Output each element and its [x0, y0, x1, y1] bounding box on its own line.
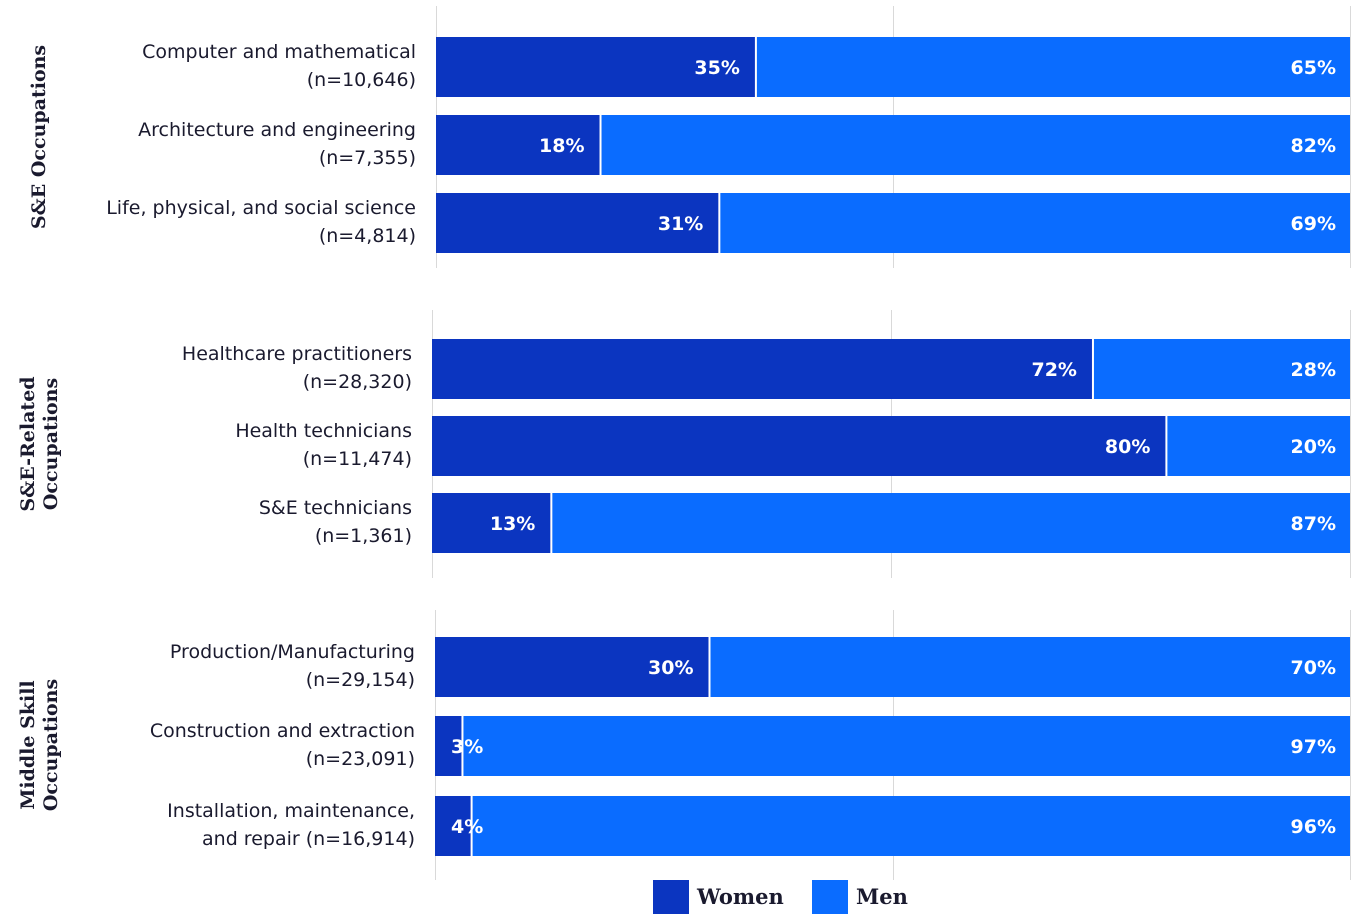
- category-label-line: (n=11,474): [303, 448, 412, 470]
- category-label-line: (n=7,355): [319, 147, 416, 169]
- category-row: Production/Manufacturing (n=29,154) 30% 70%: [170, 637, 1350, 697]
- category-label: Computer and mathematical (n=10,646): [142, 41, 416, 91]
- bar-women: [436, 193, 720, 253]
- value-label-men: 87%: [1291, 513, 1336, 535]
- group-label-line: S&E-Related: [17, 376, 39, 511]
- value-label-men: 82%: [1291, 135, 1336, 157]
- legend-item-women: Women: [653, 880, 784, 914]
- value-label-women: 31%: [658, 213, 703, 235]
- category-label-line: Construction and extraction: [150, 720, 415, 742]
- category-label: Construction and extraction (n=23,091): [150, 720, 415, 770]
- value-label-men: 97%: [1291, 736, 1336, 758]
- panel-1: S&E Occupations Computer and mathematical…: [28, 6, 1351, 268]
- category-label: Life, physical, and social science (n=4,8…: [106, 197, 416, 247]
- bar-men: [1166, 416, 1350, 476]
- group-label: S&E-RelatedOccupations: [17, 376, 62, 511]
- category-label: Installation, maintenance, and repair (n=…: [167, 800, 415, 850]
- legend-label-men: Men: [856, 884, 908, 909]
- category-label: Architecture and engineering (n=7,355): [138, 119, 416, 169]
- bar-men: [462, 716, 1350, 776]
- group-label-line: Occupations: [40, 679, 62, 811]
- bar-women: [432, 416, 1167, 476]
- category-row: Life, physical, and social science (n=4,8…: [106, 193, 1350, 253]
- bar-men: [1092, 339, 1350, 399]
- value-label-men: 69%: [1291, 213, 1336, 235]
- bar-women: [435, 716, 463, 776]
- category-row: Construction and extraction (n=23,091) 3% 9…: [150, 716, 1350, 776]
- category-label-line: Installation, maintenance,: [167, 800, 415, 822]
- legend-swatch-men: [812, 880, 848, 914]
- value-label-women: 72%: [1031, 359, 1076, 381]
- bar-women: [432, 493, 552, 553]
- category-label-line: Production/Manufacturing: [170, 641, 415, 663]
- category-label-line: (n=1,361): [315, 525, 412, 547]
- bar-women: [436, 115, 601, 175]
- group-label: S&E Occupations: [28, 45, 50, 229]
- group-label-line: Middle Skill: [17, 680, 39, 809]
- category-row: Health technicians (n=11,474) 80% 20%: [235, 416, 1350, 476]
- value-label-men: 96%: [1291, 816, 1336, 838]
- category-label-line: Life, physical, and social science: [106, 197, 416, 219]
- value-label-men: 70%: [1291, 657, 1336, 679]
- category-row: S&E technicians (n=1,361) 13% 87%: [259, 493, 1350, 553]
- category-label-line: (n=28,320): [303, 371, 412, 393]
- value-label-women: 30%: [648, 657, 693, 679]
- category-label-line: (n=4,814): [319, 225, 416, 247]
- category-label-line: (n=10,646): [307, 69, 416, 91]
- bar-women: [432, 339, 1093, 399]
- category-label-line: and repair (n=16,914): [202, 828, 415, 850]
- value-label-women: 35%: [694, 57, 739, 79]
- bar-men: [471, 796, 1351, 856]
- panel-3: Middle SkillOccupations Production/Manufa…: [17, 610, 1351, 880]
- category-label-line: (n=23,091): [306, 748, 415, 770]
- category-row: Computer and mathematical (n=10,646) 35% 65…: [142, 37, 1350, 97]
- category-label-line: Architecture and engineering: [138, 119, 416, 141]
- category-label: Health technicians (n=11,474): [235, 420, 412, 470]
- bar-men: [600, 115, 1350, 175]
- value-label-men: 28%: [1291, 359, 1336, 381]
- category-label: Production/Manufacturing (n=29,154): [170, 641, 415, 691]
- group-label: Middle SkillOccupations: [17, 679, 62, 811]
- bar-women: [436, 37, 756, 97]
- value-label-men: 65%: [1291, 57, 1336, 79]
- value-label-women: 80%: [1105, 436, 1150, 458]
- bar-women: [435, 637, 710, 697]
- group-label-line: S&E Occupations: [28, 45, 50, 229]
- group-label-line: Occupations: [40, 378, 62, 510]
- category-row: Architecture and engineering (n=7,355) 18%…: [138, 115, 1350, 175]
- legend-swatch-women: [653, 880, 689, 914]
- value-label-women: 3%: [451, 736, 483, 758]
- category-label: Healthcare practitioners (n=28,320): [182, 343, 412, 393]
- category-label-line: S&E technicians: [259, 497, 412, 519]
- legend-item-men: Men: [812, 880, 908, 914]
- category-label-line: Computer and mathematical: [142, 41, 416, 63]
- bar-men: [719, 193, 1350, 253]
- value-label-women: 18%: [539, 135, 584, 157]
- bar-men: [709, 637, 1350, 697]
- legend-label-women: Women: [696, 884, 784, 909]
- category-label-line: (n=29,154): [306, 669, 415, 691]
- category-label: S&E technicians (n=1,361): [259, 497, 412, 547]
- category-label-line: Healthcare practitioners: [182, 343, 412, 365]
- category-row: Healthcare practitioners (n=28,320) 72% 28%: [182, 339, 1350, 399]
- bar-men: [755, 37, 1350, 97]
- panel-2: S&E-RelatedOccupations Healthcare practit…: [17, 310, 1351, 578]
- value-label-women: 4%: [451, 816, 483, 838]
- legend: Women Men: [653, 880, 908, 914]
- bar-men: [551, 493, 1350, 553]
- value-label-women: 13%: [490, 513, 535, 535]
- bar-women: [435, 796, 472, 856]
- category-row: Installation, maintenance, and repair (n=…: [167, 796, 1351, 856]
- value-label-men: 20%: [1291, 436, 1336, 458]
- category-label-line: Health technicians: [235, 420, 412, 442]
